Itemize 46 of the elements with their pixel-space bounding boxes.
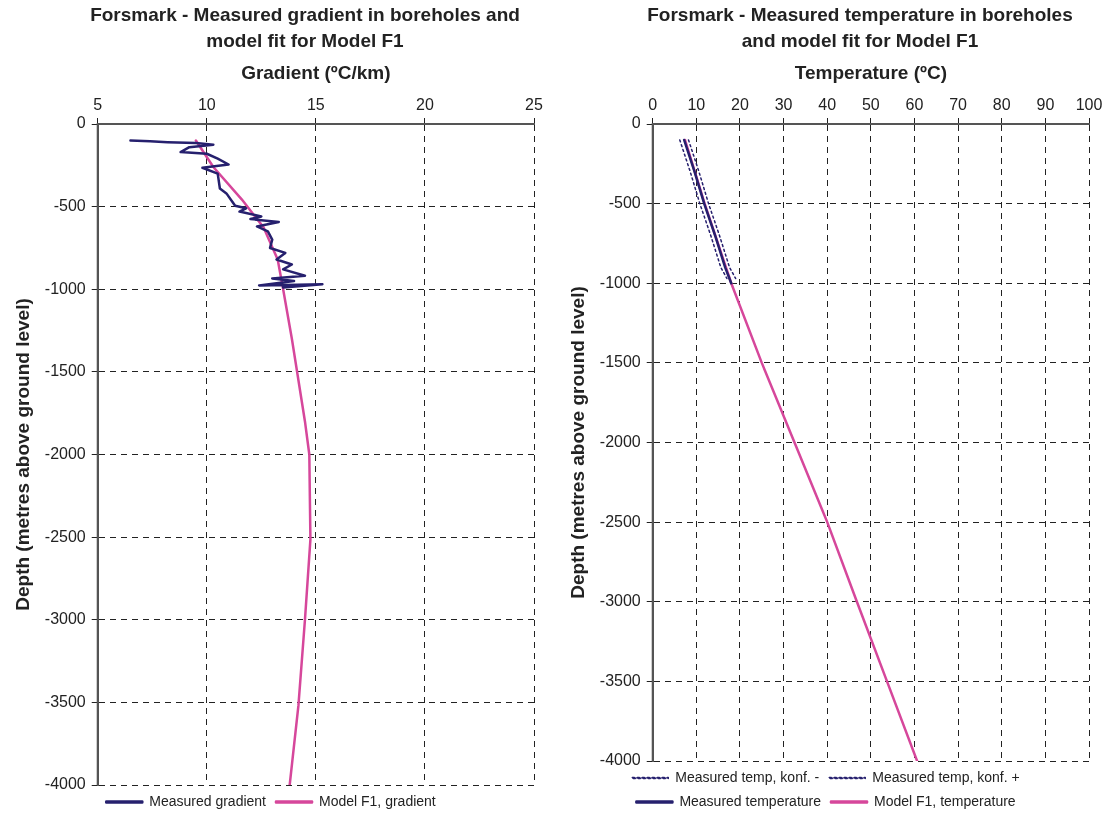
- x-tick-label: 0: [648, 95, 658, 113]
- x-axis-title: Temperature (ºC): [794, 61, 947, 83]
- y-tick-label: 0: [76, 114, 86, 132]
- x-tick-label: 10: [687, 95, 706, 113]
- y-tick-label: -2000: [44, 444, 86, 462]
- y-tick-label: -4000: [599, 751, 641, 769]
- y-axis-title: Depth (metres above ground level): [11, 298, 33, 611]
- chart-title: Forsmark - Measured temperature in boreholes and model fit for Model F1: [646, 3, 1074, 53]
- legend-label: Model F1, temperature: [874, 792, 1016, 809]
- x-axis-title: Gradient (ºC/km): [241, 61, 391, 83]
- x-tick-label: 60: [905, 95, 924, 113]
- x-tick-label: 70: [949, 95, 968, 113]
- legend-label: Measured temperature: [679, 792, 822, 809]
- y-tick-label: -1500: [44, 362, 86, 380]
- y-tick-label: -3000: [599, 592, 641, 610]
- x-tick-label: 30: [774, 95, 793, 113]
- y-tick-label: -1500: [599, 353, 641, 371]
- x-tick-label: 50: [861, 95, 880, 113]
- y-tick-label: 0: [631, 114, 641, 132]
- x-tick-label: 5: [93, 95, 103, 113]
- y-axis-title: Depth (metres above ground level): [566, 286, 588, 599]
- x-tick-label: 10: [197, 95, 216, 113]
- legend-label: Model F1, gradient: [319, 792, 436, 809]
- y-tick-label: -2500: [599, 512, 641, 530]
- y-tick-label: -500: [608, 194, 641, 212]
- y-tick-label: -4000: [44, 775, 86, 793]
- x-tick-label: 100: [1075, 95, 1103, 113]
- y-tick-label: -2000: [599, 432, 641, 450]
- y-tick-label: -500: [53, 197, 86, 215]
- legend-label: Measured gradient: [149, 792, 267, 809]
- y-tick-label: -2500: [44, 527, 86, 545]
- x-tick-label: 20: [416, 95, 434, 113]
- y-tick-label: -3500: [44, 692, 86, 710]
- x-tick-label: 80: [992, 95, 1011, 113]
- y-tick-label: -3000: [44, 610, 86, 628]
- x-tick-label: 25: [525, 95, 543, 113]
- x-tick-label: 90: [1036, 95, 1055, 113]
- y-tick-label: -3500: [599, 671, 641, 689]
- y-tick-label: -1000: [599, 273, 641, 291]
- chart-title: Forsmark - Measured gradient in boreholes and model fit for Model F1: [90, 3, 520, 53]
- y-tick-label: -1000: [44, 279, 86, 297]
- legend-label: Measured temp, konf. -: [675, 768, 820, 785]
- x-tick-label: 40: [818, 95, 837, 113]
- x-tick-label: 20: [731, 95, 749, 113]
- x-tick-label: 15: [306, 95, 325, 113]
- legend-label: Measured temp, konf. +: [872, 768, 1020, 785]
